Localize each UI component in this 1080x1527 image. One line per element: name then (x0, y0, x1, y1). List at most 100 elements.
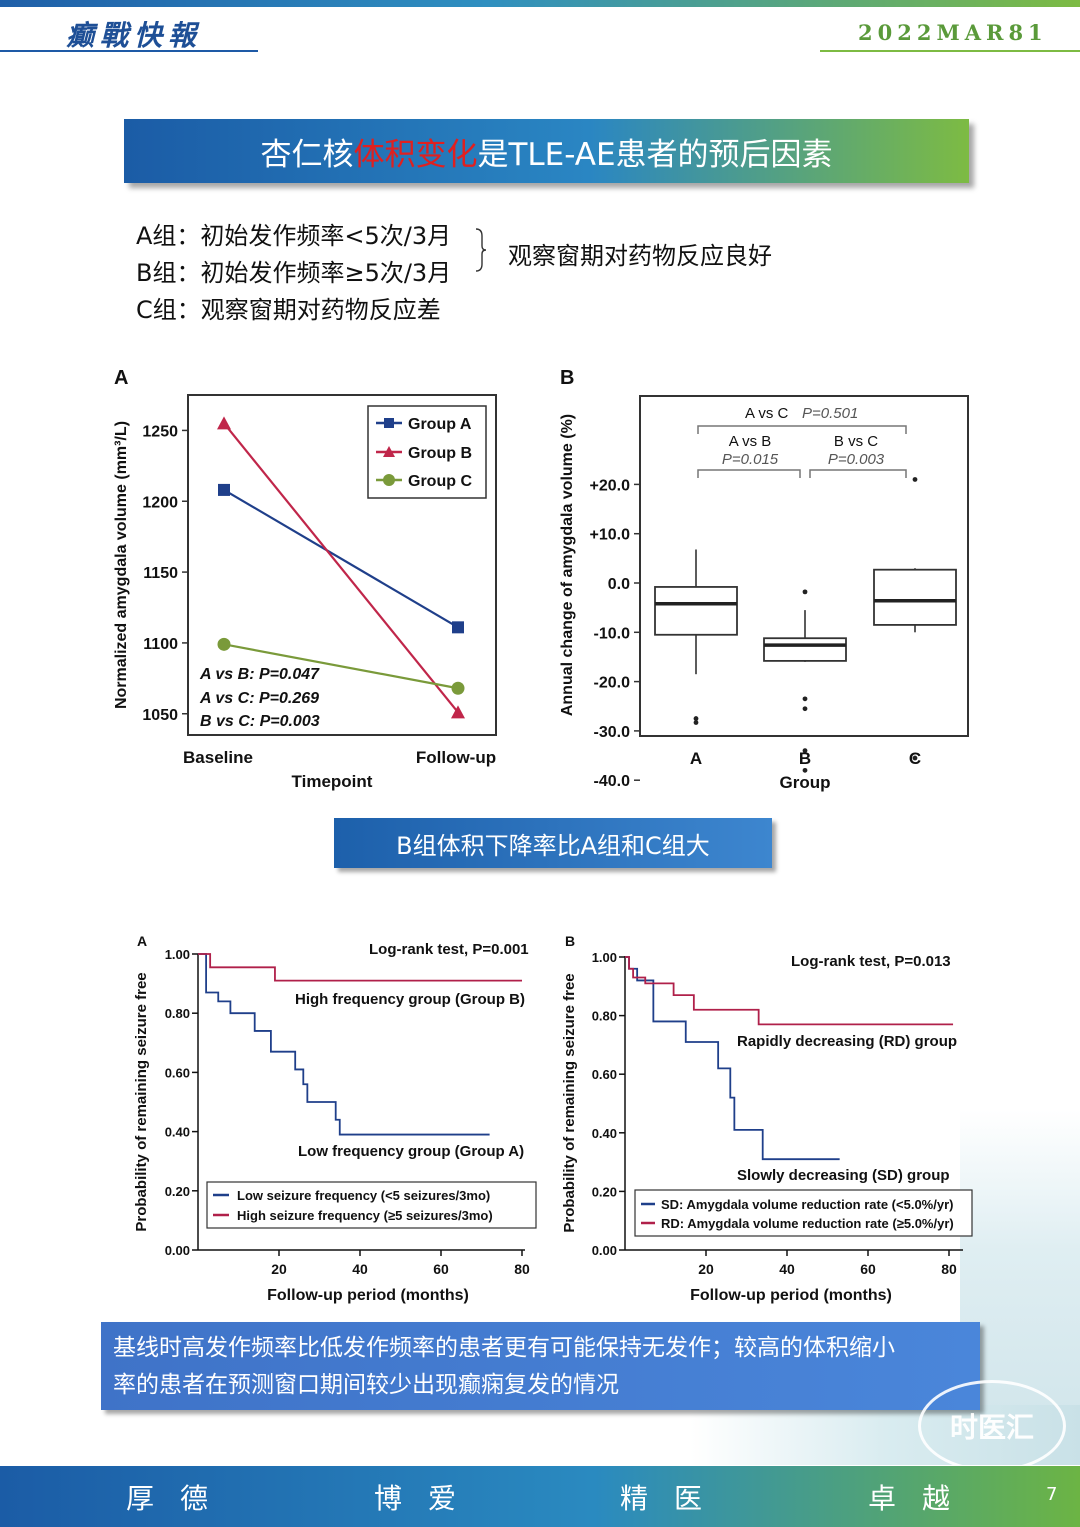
chart-d-xtick-label: 80 (941, 1261, 957, 1277)
chart-d-xtick-label: 20 (698, 1261, 714, 1277)
header-left-rule (0, 50, 258, 52)
chart-a-xlabel: Timepoint (292, 772, 373, 791)
chart-b-outlier (912, 477, 918, 482)
group-a-definition: A组：初始发作频率<5次/3月 (136, 222, 452, 250)
chart-b-box (654, 586, 738, 636)
chart-b-comp-ac-label: A vs C (745, 405, 789, 422)
chart-d-km-curve (625, 956, 840, 1161)
chart-a-point (452, 621, 464, 634)
top-accent-bar (0, 0, 1080, 7)
chart-c-ytick-label: 1.00 (165, 947, 190, 962)
chart-d-xtick-label: 40 (779, 1261, 795, 1277)
legend-triangle-marker-icon (383, 446, 395, 457)
chart-b-comp-ac-p: P=0.501 (802, 405, 858, 422)
slide-title: 杏仁核 体积变化 是TLE-AE患者的预后因素 (124, 119, 969, 183)
chart-c-ylabel: Probability of remaining seizure free (133, 972, 150, 1231)
chart-b-outlier (802, 706, 808, 712)
chart-c-km-curve (198, 953, 490, 1136)
chart-a-series-line (223, 643, 459, 690)
chart-a-ytick-label: 1250 (142, 423, 178, 440)
chart-c-ytick-label: 0.80 (165, 1006, 190, 1021)
legend-square-marker-icon (384, 418, 394, 428)
chart-b-outlier (802, 589, 808, 595)
group-definitions: A组：初始发作频率<5次/3月 B组：初始发作频率≥5次/3月 C组：观察窗期对… (136, 218, 451, 329)
chart-c-xtick-label: 60 (433, 1261, 449, 1277)
chart-c-legend-low: Low seizure frequency (<5 seizures/3mo) (237, 1188, 490, 1203)
brand-logo: 时医汇 (918, 1380, 1066, 1472)
chart-d-ytick-label: 0.00 (592, 1243, 617, 1258)
footer-word-2: 博爱 (374, 1482, 483, 1515)
chart-a-legend-group-b: Group B (408, 445, 472, 462)
chart-b-xtick-b: B (799, 749, 811, 768)
chart-b-ytick-label: -10.0 (594, 625, 631, 642)
chart-c-label-low: Low frequency group (Group A) (298, 1143, 524, 1160)
page-number: 7 (1046, 1484, 1058, 1505)
bottom-caption: 基线时高发作频率比低发作频率的患者更有可能保持无发作；较高的体积缩小 率的患者在… (101, 1322, 980, 1410)
chart-b-outlier (912, 755, 918, 761)
chart-d-ytick-label: 0.80 (592, 1009, 617, 1024)
chart-b-box (873, 568, 957, 626)
chart-a-xtick-baseline: Baseline (183, 748, 253, 767)
chart-b-ytick-label: 0.0 (608, 576, 630, 593)
chart-d-xlabel: Follow-up period (months) (690, 1287, 892, 1304)
footer-word-3: 精医 (620, 1482, 729, 1515)
chart-b-outlier (802, 767, 808, 773)
chart-d-legend-sd: SD: Amygdala volume reduction rate (<5.0… (661, 1197, 953, 1212)
chart-km-frequency: A 1.00 0.80 0.60 0.40 0.20 0.00 20 40 60 80 Proba… (133, 933, 537, 1304)
title-part1: 杏仁核 (260, 136, 354, 173)
chart-a-point (218, 483, 230, 496)
chart-a-series-line (223, 422, 459, 714)
chart-a-series-line (223, 488, 459, 629)
chart-a-point (451, 681, 465, 695)
bottom-caption-line1: 基线时高发作频率比低发作频率的患者更有可能保持无发作；较高的体积缩小 (113, 1335, 895, 1361)
chart-a-point (451, 705, 465, 719)
chart-c-legend: Low seizure frequency (<5 seizures/3mo) … (206, 1181, 537, 1229)
chart-d-km-curve (625, 956, 954, 1026)
chart-d-test: Log-rank test, P=0.013 (791, 953, 951, 970)
group-b-definition: B组：初始发作频率≥5次/3月 (136, 259, 452, 287)
chart-a-stat-bc: B vs C: P=0.003 (200, 713, 320, 730)
chart-b-box (763, 637, 847, 662)
chart-b-xlabel: Group (780, 773, 831, 792)
chart-b-plot-frame (639, 395, 969, 737)
chart-d-ytick-label: 0.20 (592, 1184, 617, 1199)
chart-a-stat-ac: A vs C: P=0.269 (199, 690, 319, 707)
chart-c-xtick-label: 80 (514, 1261, 530, 1277)
chart-c-ytick-label: 0.20 (165, 1184, 190, 1199)
legend-circle-marker-icon (383, 474, 395, 486)
chart-annual-change-box: B +20.0 +10.0 0.0 -10.0 -20.0 -30.0 -40.0 Annu… (559, 367, 969, 792)
chart-d-legend: SD: Amygdala volume reduction rate (<5.0… (634, 1189, 973, 1237)
chart-a-xtick-followup: Follow-up (416, 748, 496, 767)
chart-c-xlabel: Follow-up period (months) (267, 1287, 469, 1304)
chart-a-ytick-label: 1050 (142, 707, 178, 724)
chart-a-point (217, 416, 231, 430)
chart-a-legend: Group A Group B Group C (367, 405, 487, 499)
header-issue-code: 2022MAR81 (858, 20, 1048, 45)
title-part2: 是TLE-AE患者的预后因素 (477, 136, 833, 173)
chart-c-ytick-label: 0.40 (165, 1125, 190, 1140)
chart-c-xtick-label: 20 (271, 1261, 287, 1277)
chart-c-xtick-label: 40 (352, 1261, 368, 1277)
footer-bar: 厚德 博爱 精医 卓越 7 (0, 1466, 1080, 1527)
chart-a-point (217, 637, 231, 651)
chart-d-label-sd: Slowly decreasing (SD) group (737, 1167, 950, 1184)
chart-a-ytick-label: 1200 (142, 494, 178, 511)
chart-b-outlier (802, 748, 808, 754)
chart-volume-line: A 1050 1100 1150 1200 1250 Normalized amygda… (113, 367, 497, 791)
chart-d-legend-rd: RD: Amygdala volume reduction rate (≥5.0… (661, 1216, 954, 1231)
brace-icon (475, 228, 487, 272)
chart-a-ytick-label: 1100 (143, 636, 178, 653)
chart-d-ytick-label: 0.40 (592, 1126, 617, 1141)
chart-d-ylabel: Probability of remaining seizure free (561, 973, 578, 1232)
chart-b-comp-ab-label: A vs B (729, 433, 772, 450)
group-c-definition: C组：观察窗期对药物反应差 (136, 296, 441, 324)
chart-a-ylabel: Normalized amygdala volume (mm³/L) (113, 421, 130, 709)
chart-d-xtick-label: 60 (860, 1261, 876, 1277)
chart-c-label-high: High frequency group (Group B) (295, 991, 525, 1008)
chart-a-legend-group-a: Group A (408, 416, 472, 433)
chart-a-panel-label: A (114, 367, 128, 389)
chart-b-xtick-a: A (690, 749, 702, 768)
chart-b-comp-bc-label: B vs C (834, 433, 878, 450)
chart-b-ylabel: Annual change of amygdala volume (%) (559, 414, 576, 716)
chart-c-legend-high: High seizure frequency (≥5 seizures/3mo) (237, 1208, 493, 1223)
